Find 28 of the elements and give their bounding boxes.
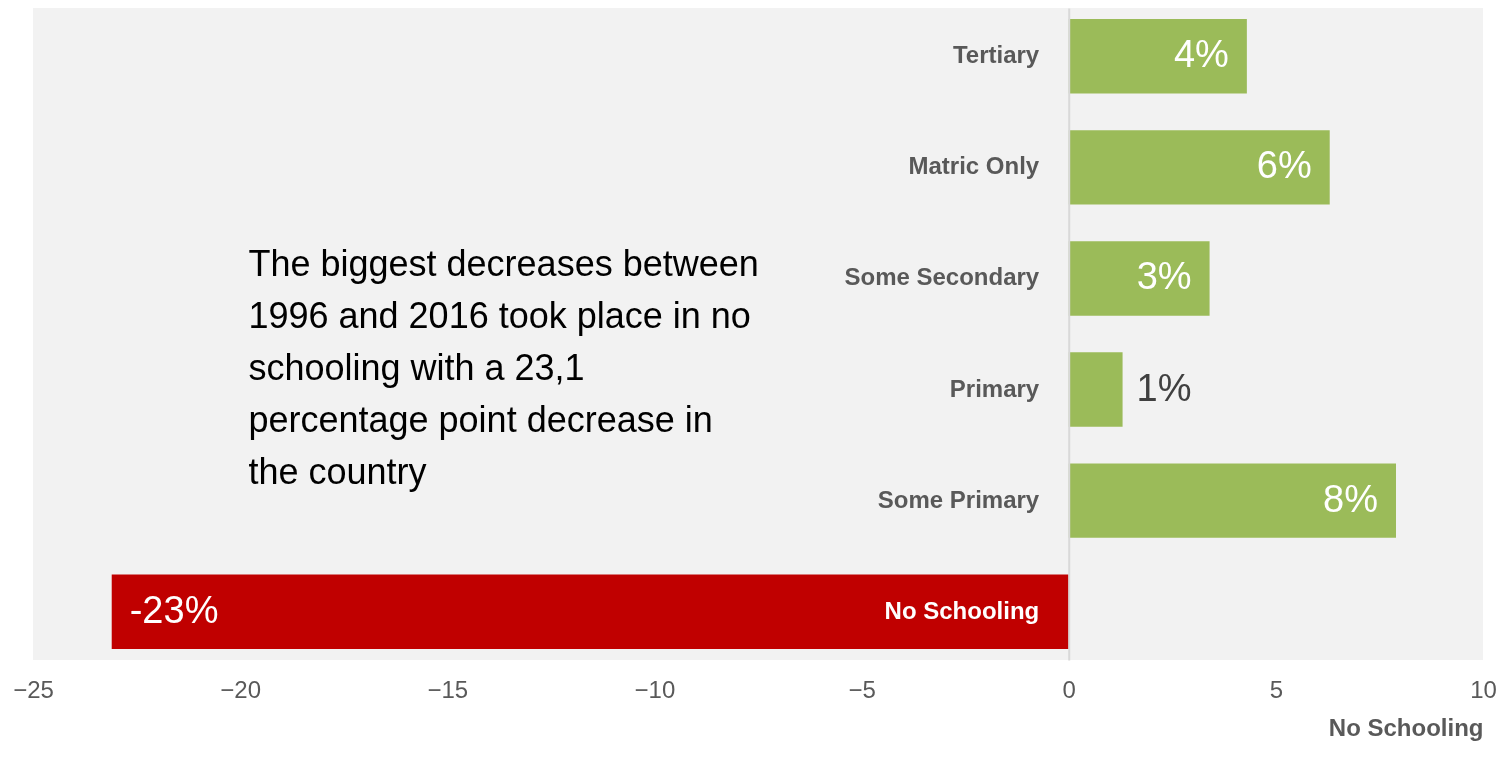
y-tick-label: Some Primary (877, 485, 1040, 513)
data-label: -23% (129, 588, 219, 631)
y-tick-label: No Schooling (884, 596, 1040, 624)
x-tick-label: −15 (427, 675, 469, 703)
x-tick-label: 0 (1062, 675, 1076, 703)
y-tick-label: Matric Only (908, 152, 1040, 180)
data-label: 3% (1136, 255, 1192, 298)
x-tick-label: 5 (1269, 675, 1284, 703)
data-label: 1% (1136, 366, 1192, 409)
bar (1068, 463, 1396, 538)
x-axis-title: No Schooling (1328, 713, 1484, 741)
data-label: 8% (1323, 477, 1378, 520)
data-label: 4% (1173, 33, 1229, 76)
x-tick-label: 10 (1470, 675, 1497, 703)
y-tick-label: Some Secondary (844, 263, 1040, 291)
x-tick-label: −5 (848, 675, 876, 703)
bar (1068, 19, 1247, 94)
annotation: The biggest decreases between 1996 and 2016 took place in no schooling with a 23,1 percentage point decrease in the country (248, 243, 759, 492)
bar (1068, 130, 1330, 205)
bar (1068, 241, 1210, 316)
y-tick-label: Primary (949, 374, 1040, 402)
y-tick-label: Tertiary (952, 41, 1040, 69)
data-label: 6% (1256, 144, 1312, 187)
x-tick-label: −20 (220, 675, 261, 703)
bar (1068, 352, 1123, 427)
x-tick-label: −10 (634, 675, 676, 703)
x-tick-label: −25 (13, 675, 54, 703)
bar (111, 574, 1069, 649)
